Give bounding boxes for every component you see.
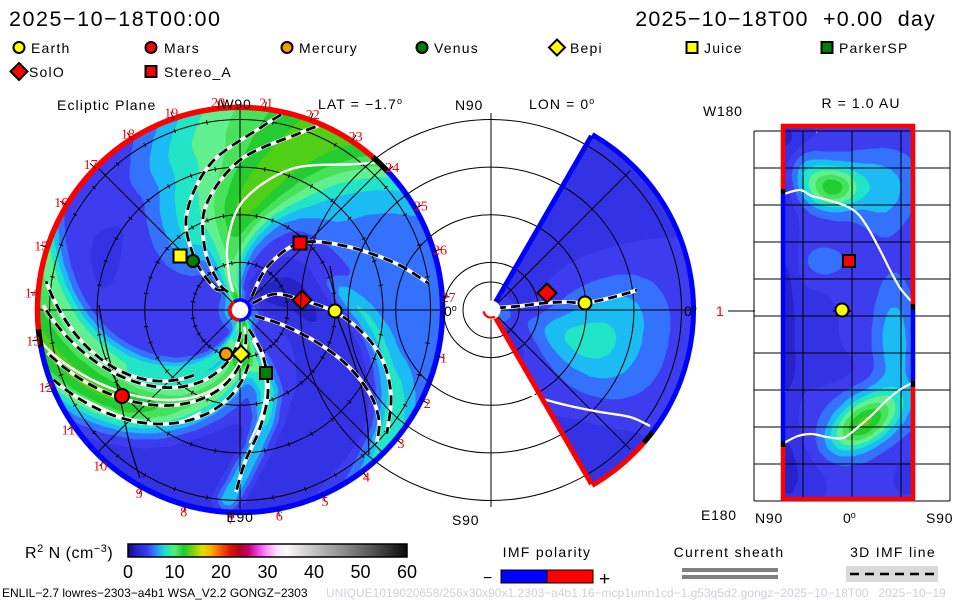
svg-text:W90: W90 — [220, 96, 251, 112]
svg-text:12: 12 — [39, 381, 53, 396]
svg-text:Stereo_A: Stereo_A — [164, 64, 232, 80]
svg-text:Ecliptic Plane: Ecliptic Plane — [57, 97, 156, 113]
svg-text:+: + — [599, 569, 610, 590]
svg-text:23: 23 — [349, 130, 363, 145]
svg-text:14: 14 — [25, 287, 39, 302]
svg-text:LAT = −1.7o: LAT = −1.7o — [318, 96, 403, 112]
svg-text:5: 5 — [322, 495, 329, 510]
svg-text:21: 21 — [259, 97, 273, 112]
svg-text:IMF polarity: IMF polarity — [503, 544, 592, 560]
svg-text:LON = 0o: LON = 0o — [529, 96, 595, 112]
svg-text:Mercury: Mercury — [299, 40, 358, 56]
svg-text:Venus: Venus — [434, 40, 479, 56]
svg-text:20: 20 — [211, 96, 225, 111]
svg-text:30: 30 — [257, 562, 277, 582]
svg-text:0o: 0o — [843, 510, 856, 526]
svg-text:R = 1.0 AU: R = 1.0 AU — [821, 95, 900, 111]
svg-text:3D IMF line: 3D IMF line — [850, 544, 936, 560]
svg-text:22: 22 — [306, 108, 320, 123]
svg-text:25: 25 — [414, 199, 428, 214]
svg-text:2025−10−18T00:00: 2025−10−18T00:00 — [9, 7, 222, 31]
svg-text:26: 26 — [433, 244, 447, 259]
svg-text:Bepi: Bepi — [570, 40, 603, 56]
svg-text:Earth: Earth — [31, 40, 70, 56]
svg-text:6: 6 — [276, 509, 283, 524]
svg-text:Juice: Juice — [704, 40, 743, 56]
svg-text:18: 18 — [121, 128, 135, 143]
svg-text:7: 7 — [228, 513, 235, 528]
svg-text:27: 27 — [442, 291, 456, 306]
svg-text:N90: N90 — [755, 510, 783, 526]
svg-text:16: 16 — [54, 196, 68, 211]
svg-text:Current sheath: Current sheath — [674, 544, 785, 560]
svg-text:40: 40 — [304, 562, 324, 582]
svg-text:10: 10 — [93, 459, 107, 474]
svg-text:17: 17 — [84, 158, 98, 173]
svg-text:60: 60 — [397, 562, 417, 582]
svg-text:9: 9 — [136, 487, 143, 502]
svg-text:R2 N (cm−3): R2 N (cm−3) — [25, 543, 113, 562]
svg-text:S90: S90 — [452, 512, 479, 528]
svg-text:−: − — [483, 570, 492, 587]
svg-text:ParkerSP: ParkerSP — [839, 40, 909, 56]
svg-text:13: 13 — [26, 335, 40, 350]
svg-text:0o: 0o — [444, 303, 457, 319]
svg-text:15: 15 — [34, 240, 48, 255]
svg-text:24: 24 — [385, 161, 399, 176]
svg-text:20: 20 — [211, 562, 231, 582]
svg-text:50: 50 — [350, 562, 370, 582]
svg-text:19: 19 — [164, 107, 178, 122]
svg-text:ENLIL−2.7 lowres−2303−a4b1 WSA: ENLIL−2.7 lowres−2303−a4b1 WSA_V2.2 GONG… — [2, 586, 308, 600]
svg-text:2025−10−18T00 +0.00 day: 2025−10−18T00 +0.00 day — [635, 7, 936, 31]
svg-text:E180: E180 — [701, 507, 737, 523]
svg-text:S90: S90 — [926, 510, 953, 526]
svg-text:Mars: Mars — [164, 40, 200, 56]
svg-text:1: 1 — [716, 303, 724, 319]
svg-text:UNIQUE1019020658/256x30x90x1.2: UNIQUE1019020658/256x30x90x1.2303−a4b1.1… — [326, 586, 946, 600]
svg-text:2: 2 — [424, 397, 431, 412]
svg-text:N90: N90 — [455, 97, 483, 113]
svg-text:E90: E90 — [226, 509, 253, 525]
svg-text:W180: W180 — [703, 103, 743, 119]
svg-text:1: 1 — [440, 352, 447, 367]
svg-text:3: 3 — [398, 437, 405, 452]
svg-text:11: 11 — [62, 423, 75, 438]
svg-text:4: 4 — [363, 471, 370, 486]
svg-text:SolO: SolO — [29, 64, 65, 80]
svg-text:8: 8 — [180, 505, 187, 520]
svg-text:0: 0 — [123, 562, 133, 582]
svg-text:10: 10 — [164, 562, 184, 582]
